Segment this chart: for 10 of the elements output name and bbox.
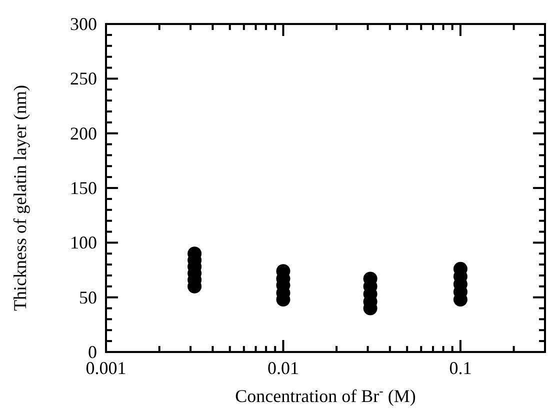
y-tick-label: 200 xyxy=(70,123,97,144)
x-tick-label: 0.01 xyxy=(267,358,299,378)
y-tick-label: 100 xyxy=(70,232,97,253)
y-tick-label: 150 xyxy=(70,178,97,198)
x-tick-label: 0.1 xyxy=(449,358,472,378)
y-tick-label: 250 xyxy=(70,68,97,89)
y-axis-title: Thickness of gelatin layer (nm) xyxy=(10,85,30,311)
y-tick-label: 50 xyxy=(79,287,97,308)
x-axis-title: Concentration of Br$^{-}$ (M) xyxy=(235,384,416,406)
y-tick-label: 300 xyxy=(70,14,97,34)
